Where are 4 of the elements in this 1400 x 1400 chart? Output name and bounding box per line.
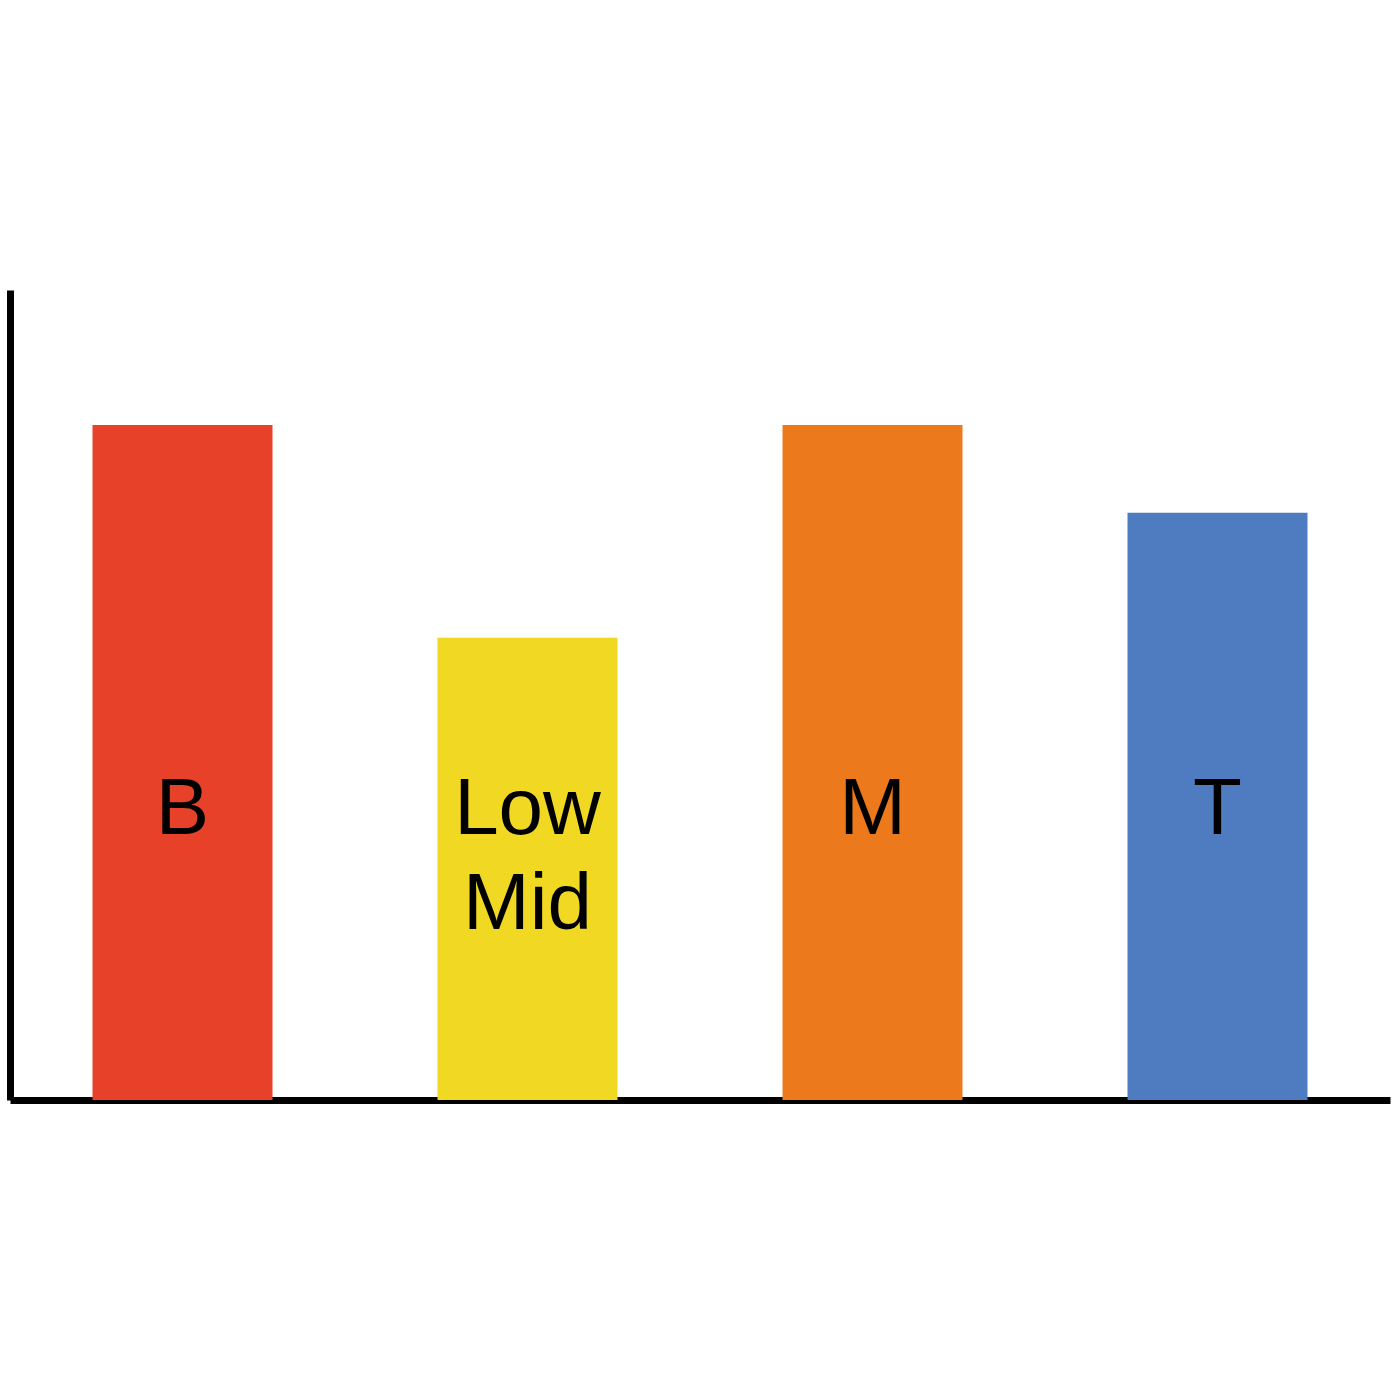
x-tick-label: T [1193, 761, 1242, 851]
x-tick-label: Low Mid [454, 761, 602, 946]
x-tick-label: B [155, 761, 210, 851]
x-tick-label: M [839, 761, 906, 851]
